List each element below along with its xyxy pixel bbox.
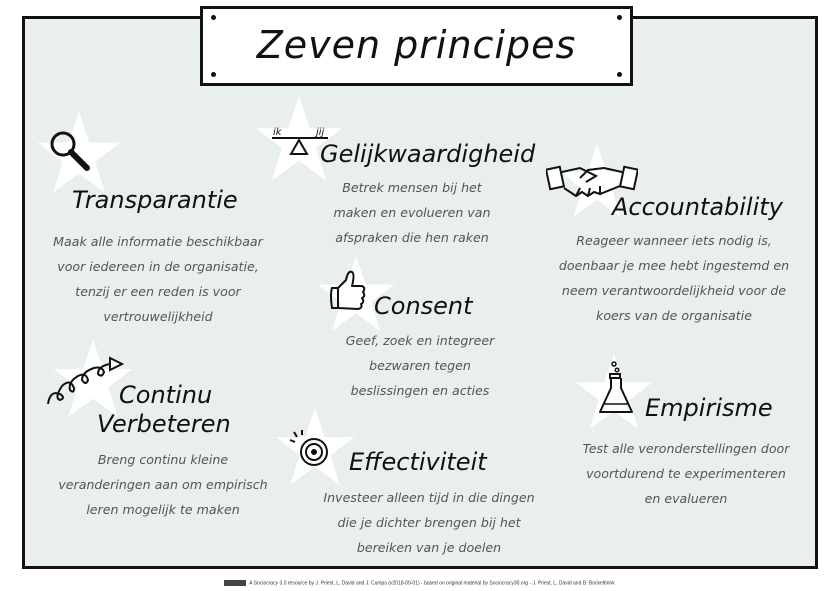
desc-consent: Geef, zoek en integreer bezwaren tegen bes… (345, 333, 495, 398)
title-box: Zeven principes (200, 6, 633, 86)
corner-dot (617, 72, 622, 77)
star-decoration (559, 143, 635, 217)
star-decoration (275, 407, 355, 485)
corner-dot (211, 15, 216, 20)
cc-license-icon (224, 580, 247, 586)
heading-empirisme: Empirisme (645, 394, 773, 422)
spiral-arrow-icon (47, 356, 124, 405)
desc-transparantie: Maak alle informatie beschikbaar voor ied… (53, 234, 263, 324)
page-title: Zeven principes (256, 23, 577, 67)
desc-effectiviteit: Investeer alleen tijd in die dingen die j… (323, 490, 535, 555)
heading-transparantie: Transparantie (72, 186, 238, 214)
corner-dot (617, 15, 622, 20)
svg-text:ik: ik (273, 127, 283, 138)
flask-icon (599, 361, 633, 413)
heading-effectiviteit: Effectiviteit (349, 448, 487, 476)
star-decoration (575, 353, 653, 429)
heading-consent: Consent (374, 292, 473, 320)
poster-board (22, 16, 818, 569)
heading-continu: Continu (119, 381, 213, 409)
credit-line: A Sociocracy 3.0 resource by J. Priest, … (0, 580, 839, 586)
star-decoration (37, 111, 121, 193)
star-decoration (53, 339, 133, 417)
heading-gelijkwaardigheid: Gelijkwaardigheid (320, 140, 536, 168)
target-icon (289, 430, 328, 466)
thumbs-up-icon (330, 270, 366, 310)
corner-dot (211, 72, 216, 77)
desc-gelijkwaardigheid: Betrek mensen bij het maken en evolueren … (333, 180, 491, 245)
heading-verbeteren: Verbeteren (97, 410, 231, 438)
magnifier-icon (50, 131, 90, 171)
heading-accountability: Accountability (612, 193, 783, 221)
desc-continu-verbeteren: Breng continu kleine veranderingen aan om… (58, 452, 268, 517)
balance-scale-icon: ik jij (272, 127, 328, 155)
handshake-icon (546, 165, 638, 198)
desc-empirisme: Test alle veronderstellingen door voortdu… (582, 441, 790, 506)
star-decoration (317, 255, 395, 331)
svg-text:jij: jij (314, 127, 325, 138)
desc-accountability: Reageer wanneer iets nodig is, doenbaar j… (558, 233, 790, 323)
